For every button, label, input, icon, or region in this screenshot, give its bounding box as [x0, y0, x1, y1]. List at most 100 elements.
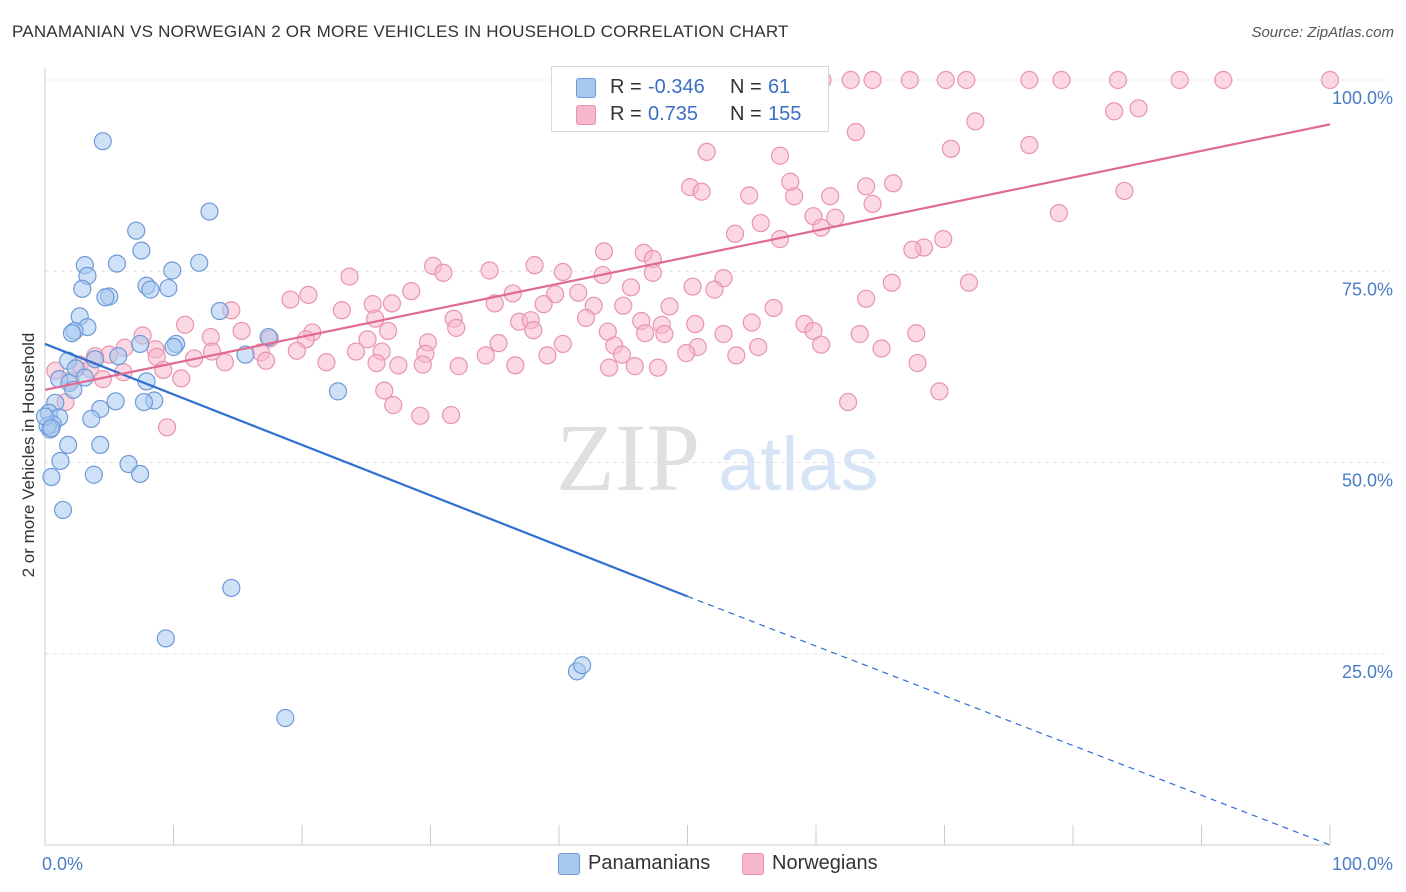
norwegian-point [1320, 70, 1340, 90]
norwegian-point [411, 406, 430, 425]
norwegian-point [476, 346, 495, 365]
panamanian-point [164, 337, 183, 357]
panamanian-point [159, 278, 178, 298]
norwegian-point [1020, 70, 1039, 90]
norwegian-point [378, 321, 398, 341]
norwegian-point [553, 262, 572, 282]
norwegian-point [883, 174, 903, 193]
norwegian-point [643, 263, 662, 282]
norwegian-point [485, 294, 504, 313]
panamanian-point [130, 464, 150, 484]
legend-swatch-panamanian [576, 78, 596, 98]
y-tick-label: 25.0% [1342, 662, 1393, 682]
trend-lines [44, 123, 1331, 846]
norwegian-point [742, 313, 761, 332]
norwegian-point [804, 321, 823, 341]
norwegian-trend-line [44, 123, 1331, 391]
norwegian-point [821, 187, 840, 206]
panamanian-point [163, 261, 182, 280]
legend-swatch-norwegians [742, 853, 764, 875]
norwegian-point [857, 289, 876, 308]
norwegian-point [389, 356, 408, 375]
norwegian-point [614, 296, 633, 315]
panamanian-point [134, 392, 154, 412]
norwegian-point [332, 301, 351, 320]
norwegian-point [384, 396, 403, 415]
norwegian-point [725, 224, 745, 243]
panamanian-point [96, 288, 115, 307]
norwegian-point [839, 392, 858, 412]
x-tick-label-min: 0.0% [42, 854, 83, 874]
norwegian-point [366, 309, 385, 328]
norwegian-point [569, 283, 588, 302]
y-tick-label: 50.0% [1342, 471, 1393, 491]
watermark: ZIP atlas [556, 404, 879, 511]
norwegian-point [1020, 135, 1039, 155]
norwegian-point [751, 213, 770, 233]
norwegian-point [683, 277, 702, 296]
panamanian-point [107, 254, 127, 273]
norwegian-point [480, 261, 499, 280]
correlation-legend: R = -0.346 N = 61 R = 0.735 N = 155 [551, 66, 829, 132]
norwegian-point [907, 324, 926, 343]
norwegian-point [317, 353, 336, 372]
legend-r-value-panamanian: -0.346 [648, 76, 705, 98]
legend-r-label: R = [610, 103, 642, 125]
norwegian-point [281, 290, 300, 309]
panamanian-point [93, 132, 112, 151]
norwegian-point [232, 321, 251, 341]
tick-labels: 25.0% 50.0% 75.0% 100.0% 0.0% 100.0% [42, 88, 1393, 874]
norwegian-point [677, 344, 696, 363]
norwegian-point [524, 321, 543, 340]
legend-n-label: N = [730, 103, 762, 125]
panamanian-point [276, 708, 295, 728]
norwegian-point [382, 294, 402, 313]
norwegian-point [882, 273, 901, 292]
norwegian-point [215, 353, 234, 372]
norwegian-point [697, 142, 716, 162]
panamanian-point [210, 301, 229, 321]
panamanian-trend-line [44, 342, 688, 598]
norwegian-point [841, 70, 860, 90]
norwegian-point [367, 353, 386, 373]
norwegian-point [934, 230, 953, 249]
panamanian-point [127, 221, 146, 240]
norwegian-point [175, 315, 195, 334]
norwegian-point [1052, 70, 1071, 90]
panamanian-point [328, 382, 348, 401]
legend-row-norwegian: R = 0.735 N = 155 [552, 101, 828, 129]
norwegian-point [740, 186, 759, 205]
norwegian-point [621, 278, 641, 297]
norwegian-point [525, 256, 544, 275]
legend-r-label: R = [610, 76, 642, 98]
panamanian-point [130, 334, 150, 354]
norwegian-point [655, 324, 674, 344]
norwegian-point [692, 182, 711, 201]
norwegian-point [434, 263, 453, 282]
norwegian-point [936, 70, 955, 90]
chart-title: PANAMANIAN VS NORWEGIAN 2 OR MORE VEHICL… [12, 22, 789, 41]
y-tick-label: 100.0% [1332, 88, 1393, 108]
norwegian-point [612, 345, 632, 364]
panamanian-point [91, 435, 110, 455]
norwegian-point [157, 418, 177, 437]
norwegian-point [506, 356, 525, 375]
source-label: Source: ZipAtlas.com [1251, 24, 1394, 41]
norwegian-point [1108, 70, 1128, 90]
norwegian-point [764, 298, 783, 318]
axes [44, 68, 1331, 846]
norwegian-point [413, 355, 432, 374]
norwegian-point [957, 70, 976, 90]
norwegian-point [553, 334, 572, 354]
norwegian-point [340, 267, 359, 286]
panamanian-point [73, 279, 92, 298]
norwegian-point [941, 139, 961, 158]
norwegian-point [930, 382, 949, 401]
norwegian-point [959, 273, 979, 292]
panamanian-point [573, 656, 592, 675]
norwegian-point [903, 240, 922, 259]
norwegian-point [714, 324, 733, 344]
norwegian-point [441, 405, 461, 425]
y-axis-label: 2 or more Vehicles in Household [19, 333, 38, 578]
